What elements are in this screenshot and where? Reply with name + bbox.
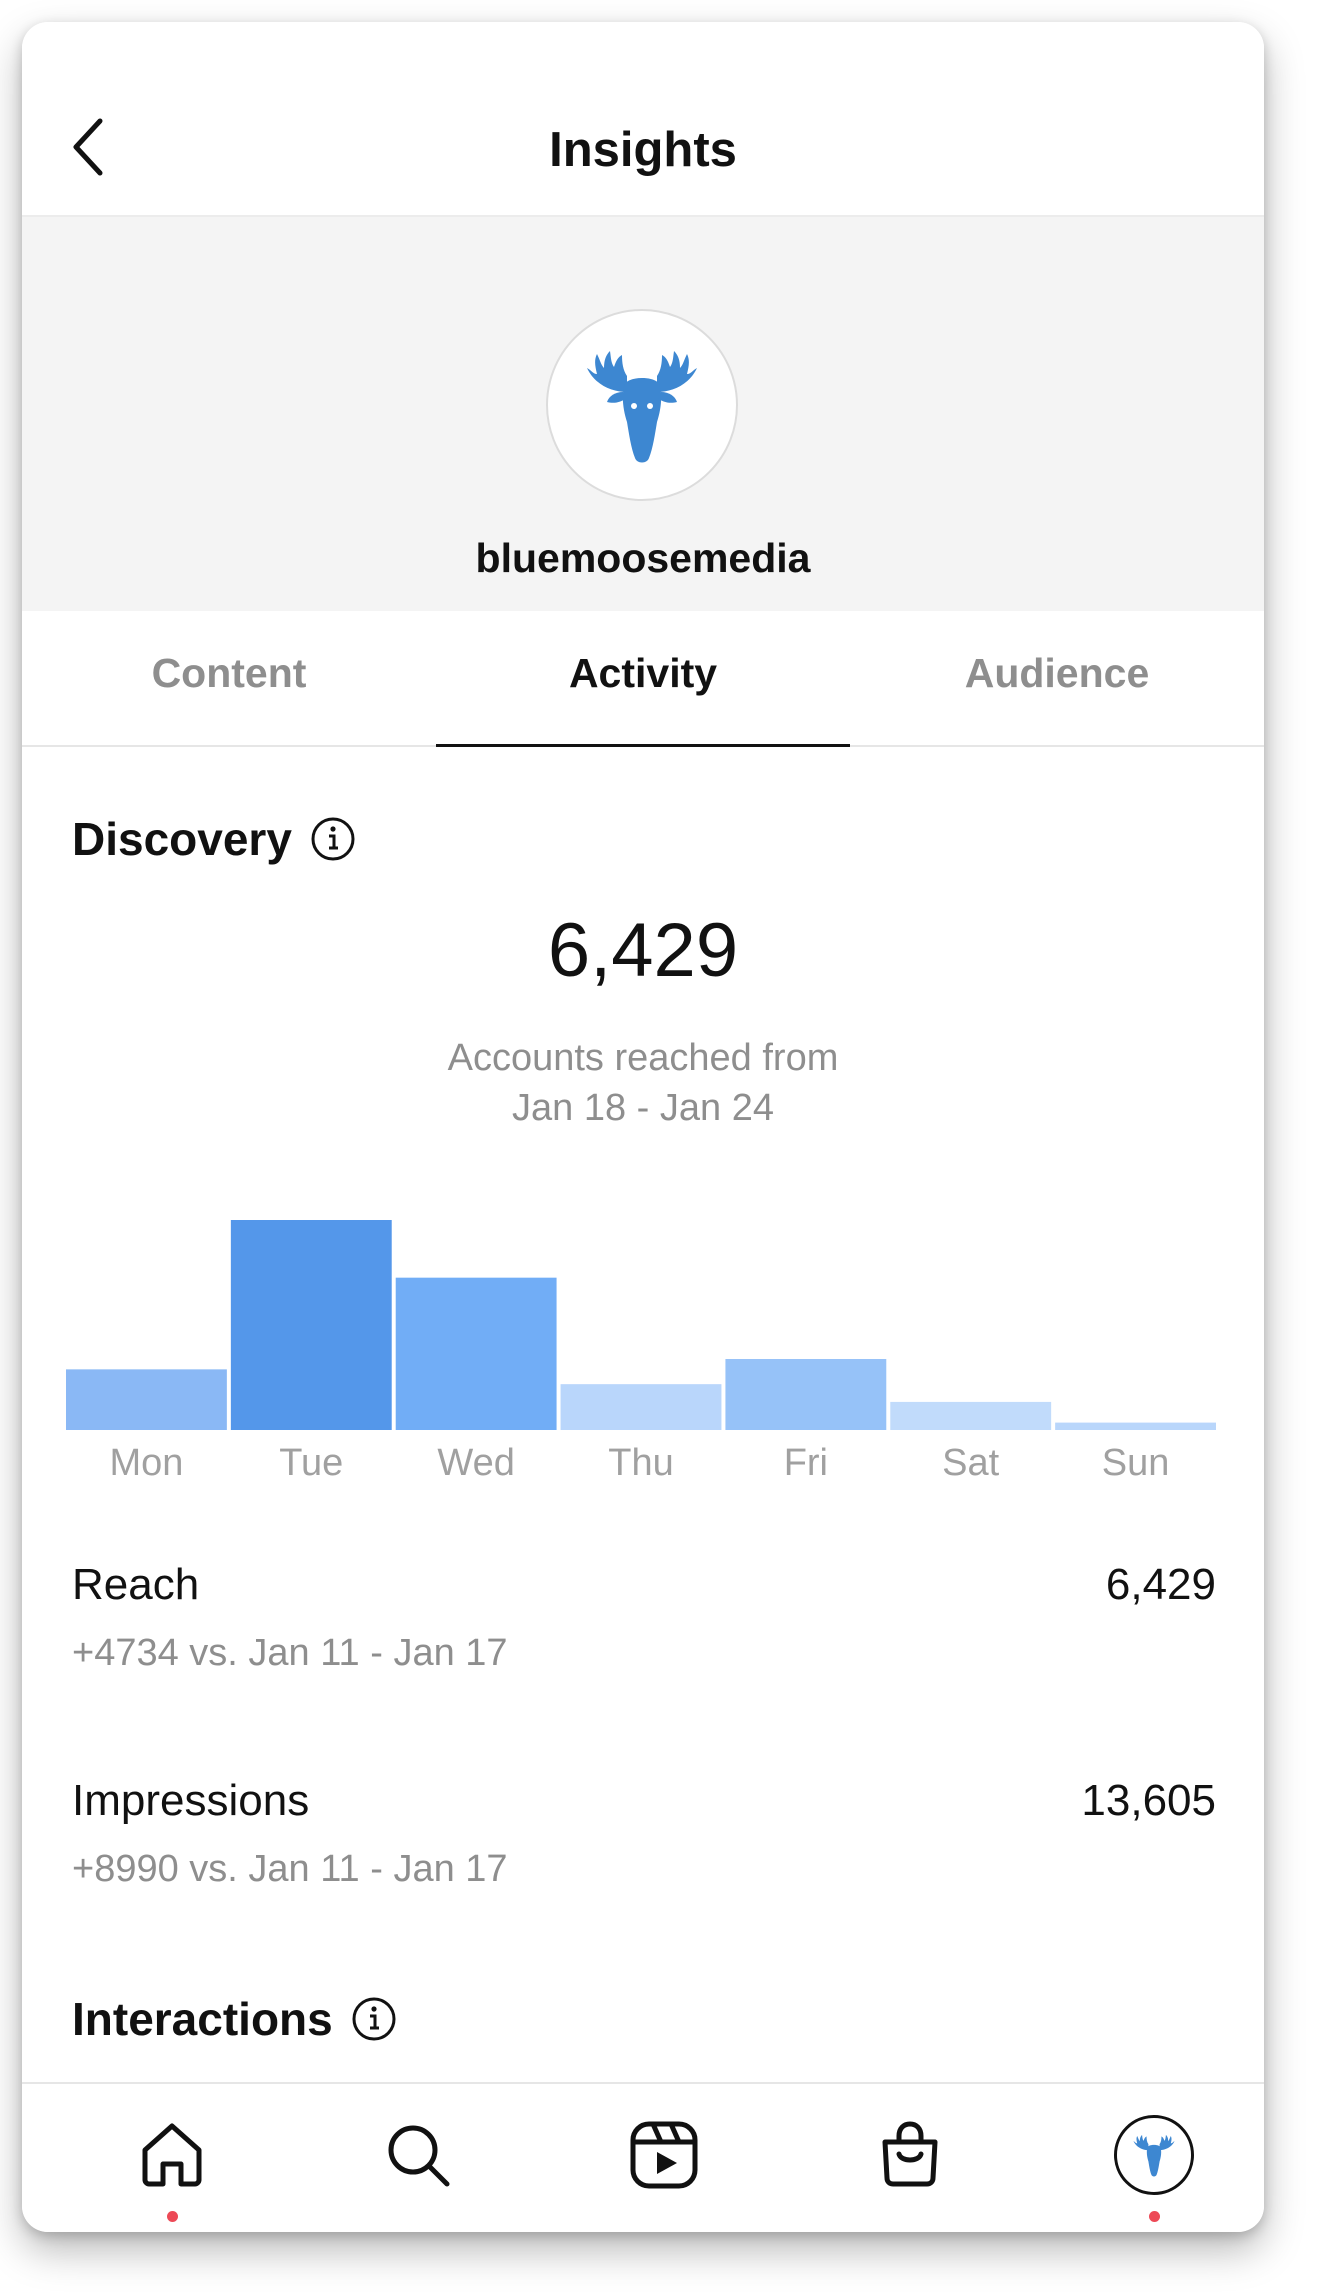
discovery-title: Discovery: [72, 813, 292, 865]
nav-profile[interactable]: [1109, 2110, 1199, 2200]
phone-screen: Insights bluemoosemedia: [22, 22, 1264, 2232]
nav-shop[interactable]: [865, 2110, 955, 2200]
bar-mon[interactable]: [66, 1369, 227, 1430]
date-range-label: Jan 18 - Jan 24: [512, 1087, 774, 1129]
page-title: Insights: [549, 123, 737, 177]
day-label-fri: Fri: [783, 1442, 828, 1484]
nav-reels[interactable]: [619, 2110, 709, 2200]
info-icon[interactable]: [351, 1996, 397, 2042]
profile-username: bluemoosemedia: [475, 535, 811, 581]
profile-section: bluemoosemedia: [22, 217, 1264, 611]
accounts-reached-total: 6,429: [547, 908, 739, 993]
day-label-tue: Tue: [279, 1442, 344, 1484]
bar-sun[interactable]: [1055, 1422, 1216, 1430]
nav-search[interactable]: [373, 2110, 463, 2200]
reach-compare: +4734 vs. Jan 11 - Jan 17: [72, 1632, 508, 1674]
day-label-wed: Wed: [437, 1442, 515, 1484]
bar-sat[interactable]: [890, 1401, 1052, 1430]
impressions-label: Impressions: [72, 1776, 310, 1825]
reels-icon: [630, 2121, 698, 2189]
impressions-row[interactable]: Impressions 13,605 +8990 vs. Jan 11 - Ja…: [72, 1776, 1216, 1916]
moose-logo-icon: [1133, 2134, 1175, 2177]
home-icon: [142, 2123, 202, 2187]
day-label-mon: Mon: [109, 1442, 184, 1484]
home-notification-dot: [167, 2211, 178, 2222]
insights-tabs: Content Activity Audience: [22, 611, 1264, 747]
interactions-heading: Interactions: [72, 1992, 397, 2046]
tab-activity[interactable]: Activity: [436, 611, 850, 747]
day-label-thu: Thu: [608, 1442, 674, 1484]
accounts-reached-label: Accounts reached from: [447, 1037, 839, 1079]
day-label-sun: Sun: [1101, 1442, 1170, 1484]
avatar[interactable]: [546, 309, 738, 501]
avatar: [1114, 2115, 1194, 2195]
discovery-heading: Discovery: [72, 812, 356, 866]
chart-day-labels: Mon Tue Wed Thu Fri Sat Sun: [66, 1422, 1220, 1484]
tab-audience[interactable]: Audience: [964, 649, 1150, 696]
reach-value: 6,429: [1105, 1560, 1216, 1609]
search-icon: [388, 2125, 450, 2187]
daily-reach-chart: [66, 1220, 1216, 1430]
interactions-title: Interactions: [72, 1993, 333, 2045]
bar-tue[interactable]: [230, 1220, 392, 1430]
moose-logo-icon: [587, 351, 697, 463]
bottom-nav: [22, 2082, 1264, 2232]
day-label-sat: Sat: [942, 1442, 1000, 1484]
back-button[interactable]: [62, 107, 132, 197]
info-icon[interactable]: [310, 816, 356, 862]
header-bar: Insights: [22, 22, 1264, 217]
reach-label: Reach: [72, 1560, 200, 1609]
reach-row[interactable]: Reach 6,429 +4734 vs. Jan 11 - Jan 17: [72, 1560, 1216, 1700]
nav-home[interactable]: [127, 2110, 217, 2200]
bar-wed[interactable]: [395, 1277, 557, 1430]
impressions-compare: +8990 vs. Jan 11 - Jan 17: [72, 1848, 508, 1890]
bar-thu[interactable]: [560, 1384, 722, 1430]
tab-content[interactable]: Content: [151, 649, 307, 696]
bar-fri[interactable]: [725, 1359, 887, 1430]
shop-bag-icon: [882, 2121, 938, 2187]
chevron-left-icon: [73, 118, 103, 176]
impressions-value: 13,605: [1081, 1776, 1216, 1825]
profile-notification-dot: [1149, 2211, 1160, 2222]
